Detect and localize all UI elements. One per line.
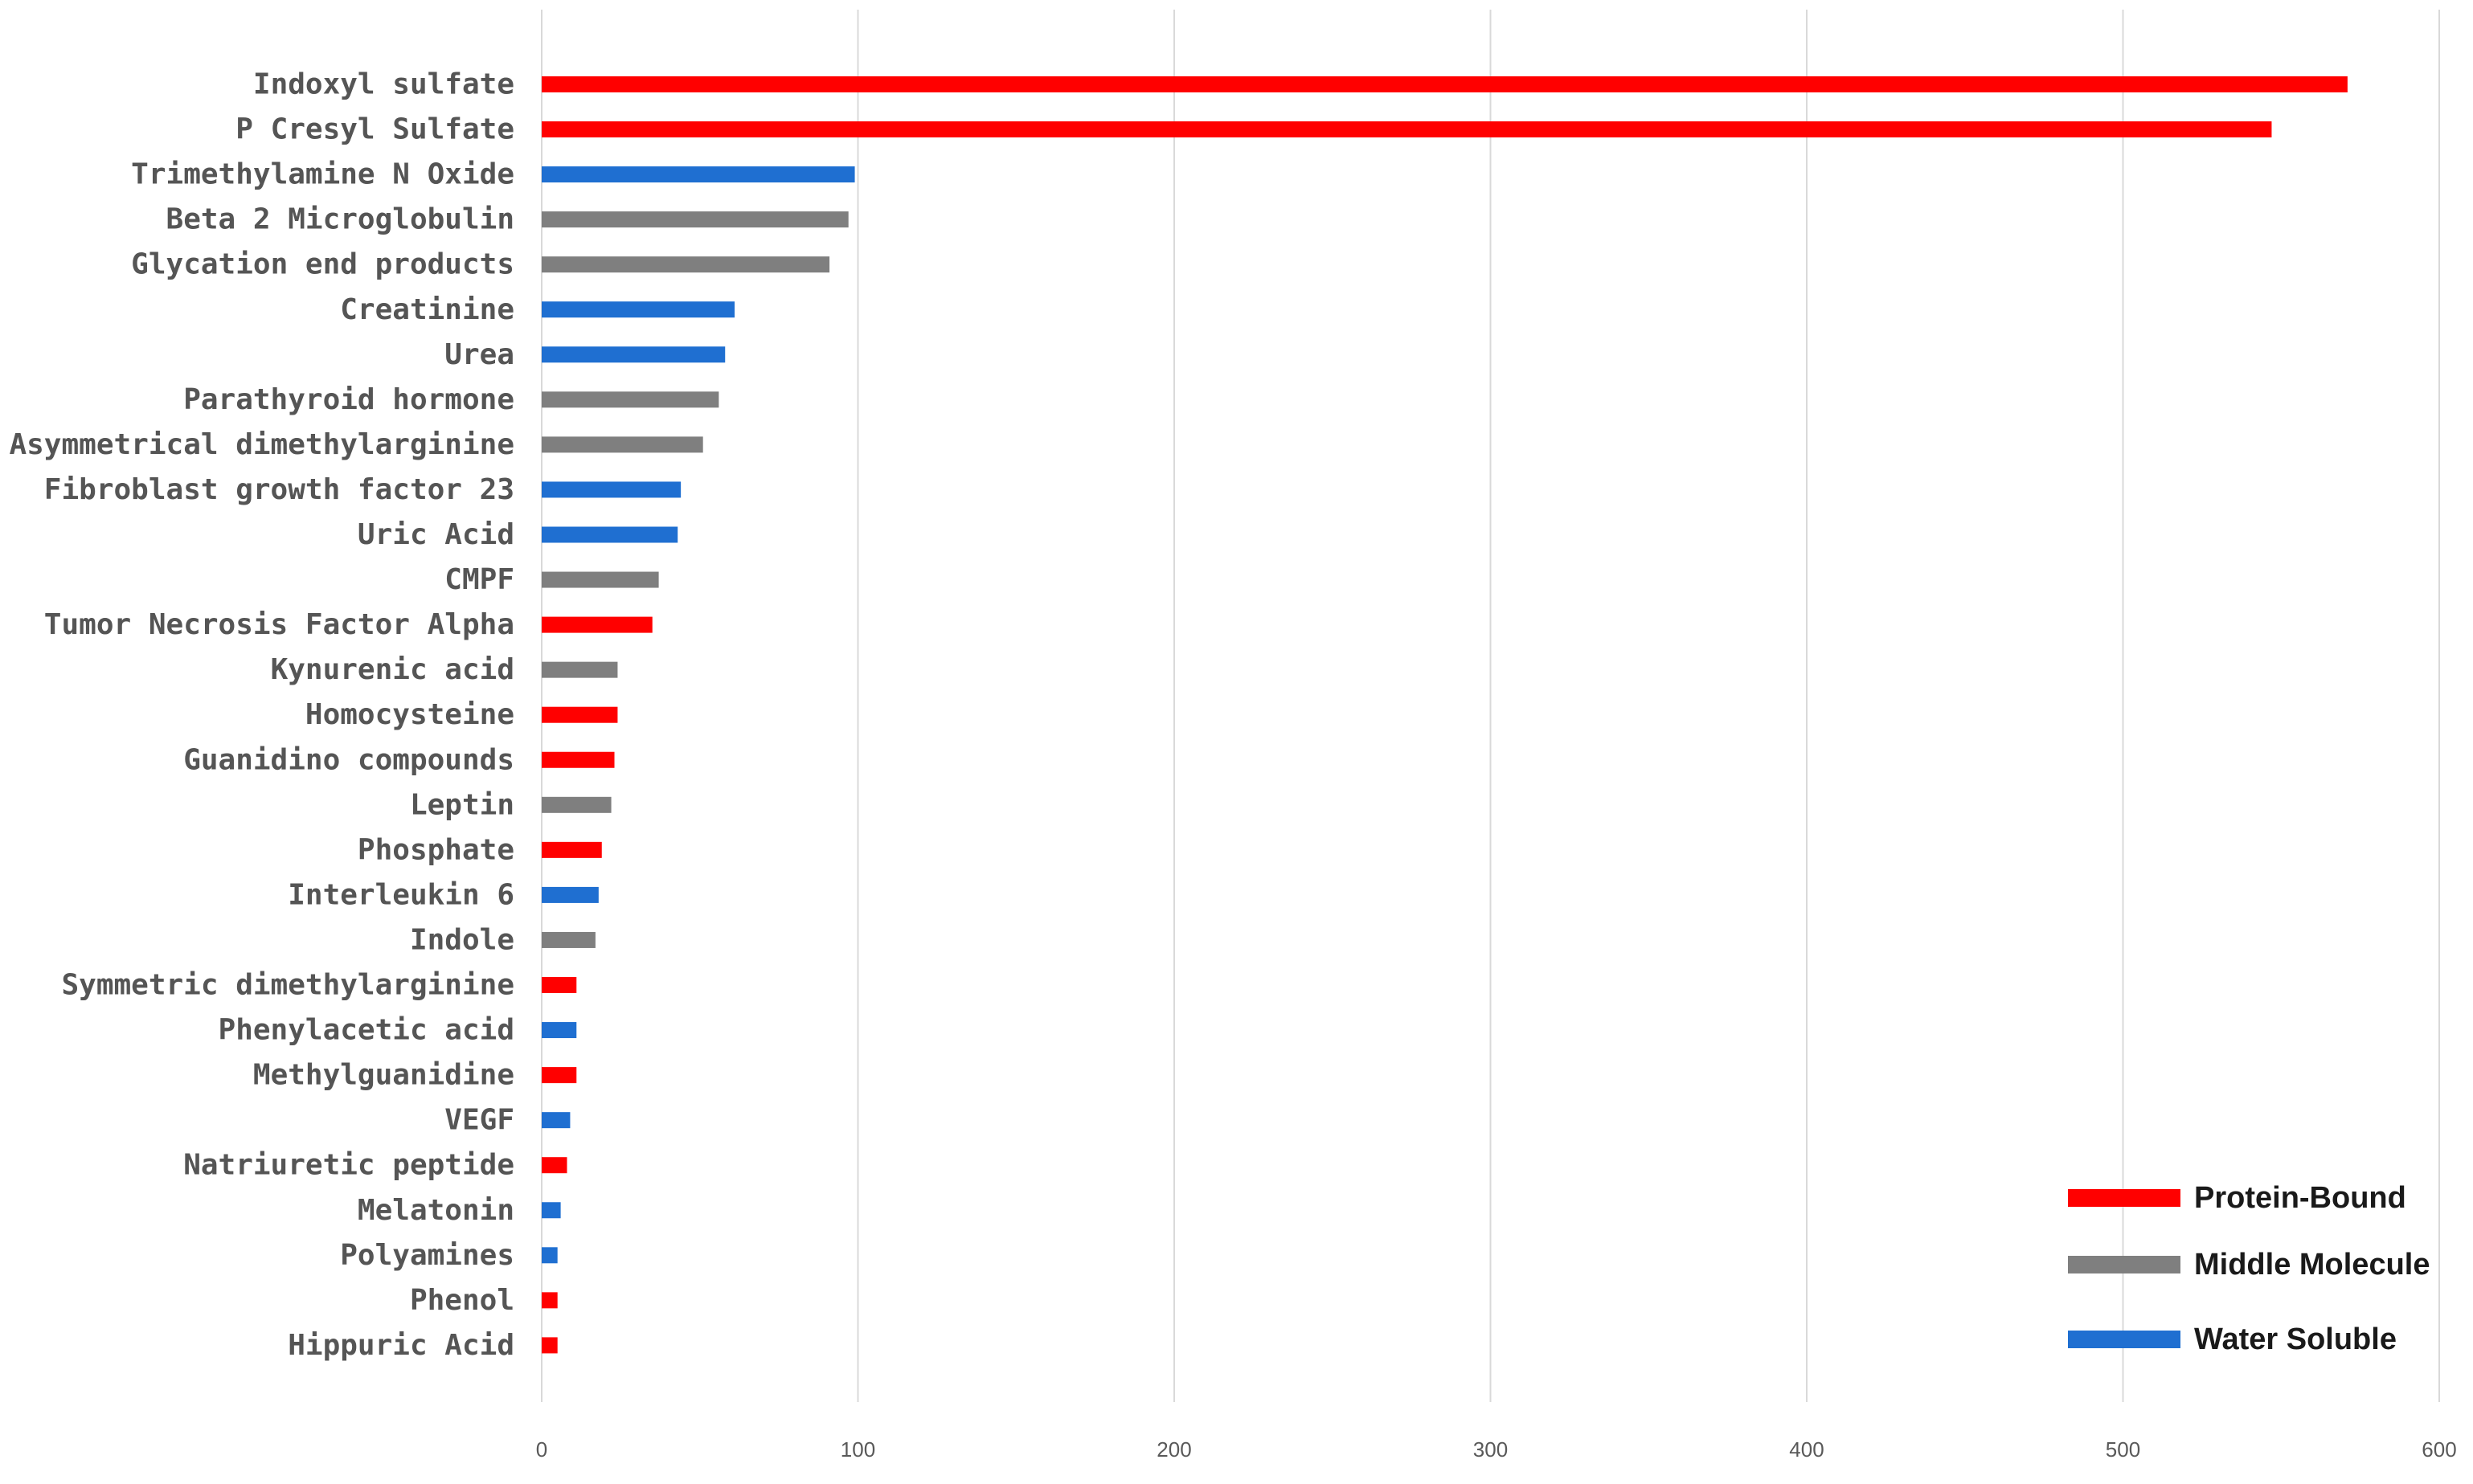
category-label: Creatinine: [340, 293, 514, 326]
category-label: Uric Acid: [358, 518, 514, 551]
category-label: CMPF: [444, 563, 514, 596]
bars: [542, 76, 2348, 1354]
bar: [542, 391, 719, 408]
category-label: Polyamines: [340, 1239, 514, 1272]
category-label: Asymmetrical dimethylarginine: [9, 428, 514, 461]
category-label: Indole: [410, 923, 514, 956]
legend-swatch: [2068, 1331, 2180, 1348]
bar: [542, 166, 855, 183]
bar: [542, 346, 726, 363]
x-tick-label: 200: [1157, 1437, 1191, 1462]
bar: [542, 301, 735, 318]
category-label: Symmetric dimethylarginine: [61, 969, 514, 1002]
category-label: Glycation end products: [131, 248, 514, 281]
category-label: Leptin: [410, 788, 514, 821]
bar: [542, 661, 618, 678]
category-label: Melatonin: [358, 1194, 514, 1227]
x-tick-label: 600: [2422, 1437, 2456, 1462]
bar: [542, 1292, 558, 1309]
category-label: Fibroblast growth factor 23: [44, 473, 514, 506]
bar: [542, 616, 653, 633]
bar: [542, 1247, 558, 1264]
bar: [542, 751, 615, 768]
category-label: VEGF: [444, 1104, 514, 1137]
category-label: Parathyroid hormone: [183, 383, 514, 416]
category-label: Urea: [444, 338, 514, 371]
bar: [542, 1112, 571, 1129]
x-tick-label: 100: [841, 1437, 875, 1462]
bar: [542, 481, 682, 498]
bar: [542, 1202, 561, 1219]
x-tick-label: 400: [1789, 1437, 1824, 1462]
legend-swatch: [2068, 1256, 2180, 1273]
grid-lines: [541, 10, 2440, 1402]
category-label: Natriuretic peptide: [183, 1149, 514, 1182]
bar: [542, 571, 659, 588]
bar: [542, 886, 599, 903]
bar: [542, 256, 830, 273]
legend: Protein-Bound Middle Molecule Water Solubl…: [2068, 1181, 2430, 1356]
x-tick-label: 0: [536, 1437, 547, 1462]
bar: [542, 1157, 567, 1174]
category-label: Homocysteine: [305, 698, 514, 731]
category-label: Kynurenic acid: [271, 653, 514, 686]
category-label: Hippuric Acid: [288, 1329, 514, 1362]
legend-label: Water Soluble: [2194, 1323, 2397, 1356]
category-label: Phosphate: [358, 833, 514, 866]
bar: [542, 211, 849, 228]
category-label: P Cresyl Sulfate: [235, 113, 514, 146]
bar: [542, 841, 602, 858]
category-label: Guanidino compounds: [183, 743, 514, 776]
legend-label: Middle Molecule: [2194, 1248, 2430, 1282]
bar: [542, 76, 2348, 92]
category-label: Indoxyl sulfate: [253, 68, 514, 101]
bar: [542, 1337, 558, 1354]
x-tick-label: 500: [2106, 1437, 2140, 1462]
bar: [542, 526, 678, 543]
x-tick-label: 300: [1473, 1437, 1508, 1462]
bar: [542, 931, 596, 948]
category-label: Interleukin 6: [288, 878, 514, 911]
category-label: Tumor Necrosis Factor Alpha: [44, 608, 514, 641]
bar: [542, 977, 577, 993]
bar: [542, 436, 703, 453]
legend-swatch: [2068, 1189, 2180, 1207]
category-label: Methylguanidine: [253, 1059, 514, 1092]
category-label: Phenol: [410, 1284, 514, 1317]
x-axis-ticks: 0 100 200 300 400 500 600: [536, 1437, 2457, 1462]
bar: [542, 1022, 577, 1039]
legend-label: Protein-Bound: [2194, 1181, 2406, 1215]
category-label: Beta 2 Microglobulin: [166, 203, 514, 236]
bar: [542, 121, 2272, 138]
bar: [542, 796, 612, 813]
bar: [542, 1067, 577, 1084]
bar: [542, 706, 618, 723]
category-label: Phenylacetic acid: [219, 1014, 514, 1047]
category-label: Trimethylamine N Oxide: [131, 158, 514, 191]
category-labels: Indoxyl sulfate P Cresyl Sulfate Trimethyl…: [9, 68, 514, 1362]
